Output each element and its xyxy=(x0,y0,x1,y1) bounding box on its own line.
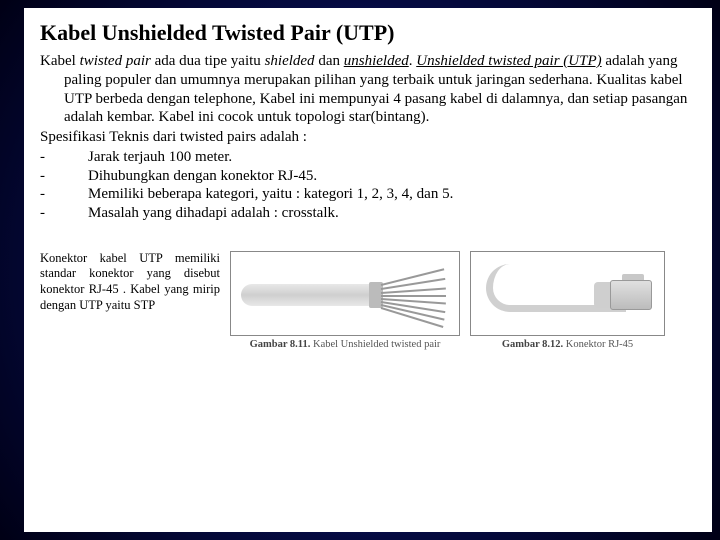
lower-row: Konektor kabel UTP memiliki standar kone… xyxy=(40,251,696,350)
spec-text-4: Masalah yang dihadapi adalah : crosstalk… xyxy=(88,204,696,223)
figure-2: Gambar 8.12. Konektor RJ-45 xyxy=(470,251,665,350)
spec-text-3: Memiliki beberapa kategori, yaitu : kate… xyxy=(88,185,696,204)
figure-2-caption-rest: Konektor RJ-45 xyxy=(563,339,633,350)
spec-text-1: Jarak terjauh 100 meter. xyxy=(88,148,696,167)
spec-dash: - xyxy=(40,185,88,204)
figure-2-image xyxy=(470,251,665,336)
figure-1-caption: Gambar 8.11. Kabel Unshielded twisted pa… xyxy=(250,339,441,350)
figure-1-caption-rest: Kabel Unshielded twisted pair xyxy=(310,339,440,350)
spec-item-1: - Jarak terjauh 100 meter. xyxy=(40,148,696,167)
spec-text-2: Dihubungkan dengan konektor RJ-45. xyxy=(88,167,696,186)
wire-icon xyxy=(381,295,446,297)
figure-2-caption-bold: Gambar 8.12. xyxy=(502,339,563,350)
spec-item-3: - Memiliki beberapa kategori, yaitu : ka… xyxy=(40,185,696,204)
intro-seg8: Unshielded twisted pair (UTP) xyxy=(416,53,601,69)
figure-1: Gambar 8.11. Kabel Unshielded twisted pa… xyxy=(230,251,460,350)
figure-1-caption-bold: Gambar 8.11. xyxy=(250,339,311,350)
spec-item-2: - Dihubungkan dengan konektor RJ-45. xyxy=(40,167,696,186)
spec-dash: - xyxy=(40,204,88,223)
intro-seg4: shielded xyxy=(265,53,315,69)
cable-body-icon xyxy=(241,284,371,306)
connector-paragraph: Konektor kabel UTP memiliki standar kone… xyxy=(40,251,220,314)
intro-seg2: twisted pair xyxy=(80,53,151,69)
intro-seg6: unshielded xyxy=(344,53,409,69)
spec-dash: - xyxy=(40,167,88,186)
intro-seg1: Kabel xyxy=(40,53,80,69)
spec-dash: - xyxy=(40,148,88,167)
rj45-plug-icon xyxy=(610,280,652,310)
slide-page: Kabel Unshielded Twisted Pair (UTP) Kabe… xyxy=(24,8,712,532)
figure-1-image xyxy=(230,251,460,336)
intro-seg5: dan xyxy=(315,53,344,69)
spec-item-4: - Masalah yang dihadapi adalah : crossta… xyxy=(40,204,696,223)
intro-seg3: ada dua tipe yaitu xyxy=(151,53,265,69)
spec-heading: Spesifikasi Teknis dari twisted pairs ad… xyxy=(40,128,696,147)
body-text: Kabel twisted pair ada dua tipe yaitu sh… xyxy=(40,52,696,223)
intro-paragraph: Kabel twisted pair ada dua tipe yaitu sh… xyxy=(40,52,696,127)
slide-title: Kabel Unshielded Twisted Pair (UTP) xyxy=(40,20,696,46)
figure-2-caption: Gambar 8.12. Konektor RJ-45 xyxy=(502,339,633,350)
